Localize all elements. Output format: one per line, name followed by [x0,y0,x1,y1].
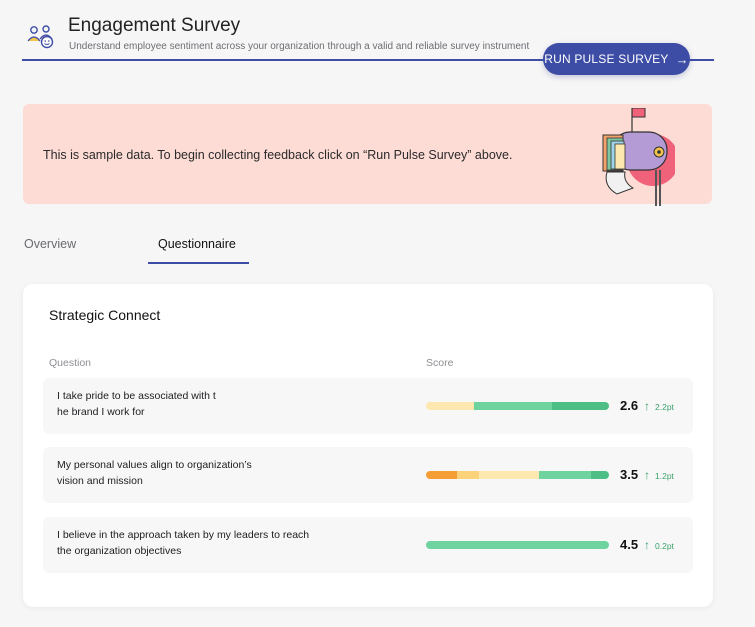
tab-questionnaire[interactable]: Questionnaire [158,237,236,251]
question-line: I take pride to be associated with t [57,390,216,402]
tab-overview[interactable]: Overview [24,237,77,251]
table-row[interactable]: My personal values align to organization… [43,447,693,503]
page-title: Engagement Survey [68,15,241,36]
score-segment [552,402,609,410]
arrow-up-icon: ↑ [644,538,650,552]
run-pulse-survey-button[interactable]: RUN PULSE SURVEY → [543,43,690,75]
question-line: he brand I work for [57,406,145,418]
strategic-connect-card: Strategic Connect Question Score I take … [23,284,713,607]
question-text: I take pride to be associated with t he … [57,388,347,420]
arrow-right-icon: → [675,51,689,67]
score-trend: 2.2pt [655,402,674,412]
score-distribution-bar [426,541,609,549]
question-text: My personal values align to organization… [57,457,347,489]
score-segment [479,471,540,479]
score-trend: 0.2pt [655,541,674,551]
header-divider [22,59,714,61]
score-value: 4.5 [620,537,639,552]
score-value: 3.5 [620,467,639,482]
people-group-icon [27,25,54,49]
active-tab-indicator [148,262,249,264]
score-trend: 1.2pt [655,471,674,481]
score-segment [426,471,458,479]
score-segment [539,471,591,479]
arrow-up-icon: ↑ [644,468,650,482]
question-line: I believe in the approach taken by my le… [57,529,310,541]
arrow-up-icon: ↑ [644,399,650,413]
sample-data-banner: This is sample data. To begin collecting… [23,104,712,206]
score-column-header: Score [426,357,454,369]
banner-text: This is sample data. To begin collecting… [43,148,513,162]
question-line: My personal values align to organization… [57,459,252,471]
score-segment [426,541,609,549]
question-text: I believe in the approach taken by my le… [57,527,347,559]
score-distribution-bar [426,471,609,479]
score-segment [457,471,480,479]
page-subtitle: Understand employee sentiment across you… [69,41,530,52]
question-line: vision and mission [57,475,143,487]
section-title: Strategic Connect [49,307,161,323]
score-distribution-bar [426,402,609,410]
score-segment [426,402,474,410]
score-segment [590,471,609,479]
table-row[interactable]: I take pride to be associated with t he … [43,378,693,434]
mailbox-illustration [602,108,675,206]
question-column-header: Question [49,357,92,369]
run-pulse-survey-label: RUN PULSE SURVEY [544,52,669,66]
score-value: 2.6 [620,398,639,413]
score-segment [473,402,553,410]
table-row[interactable]: I believe in the approach taken by my le… [43,517,693,573]
question-line: the organization objectives [57,545,182,557]
